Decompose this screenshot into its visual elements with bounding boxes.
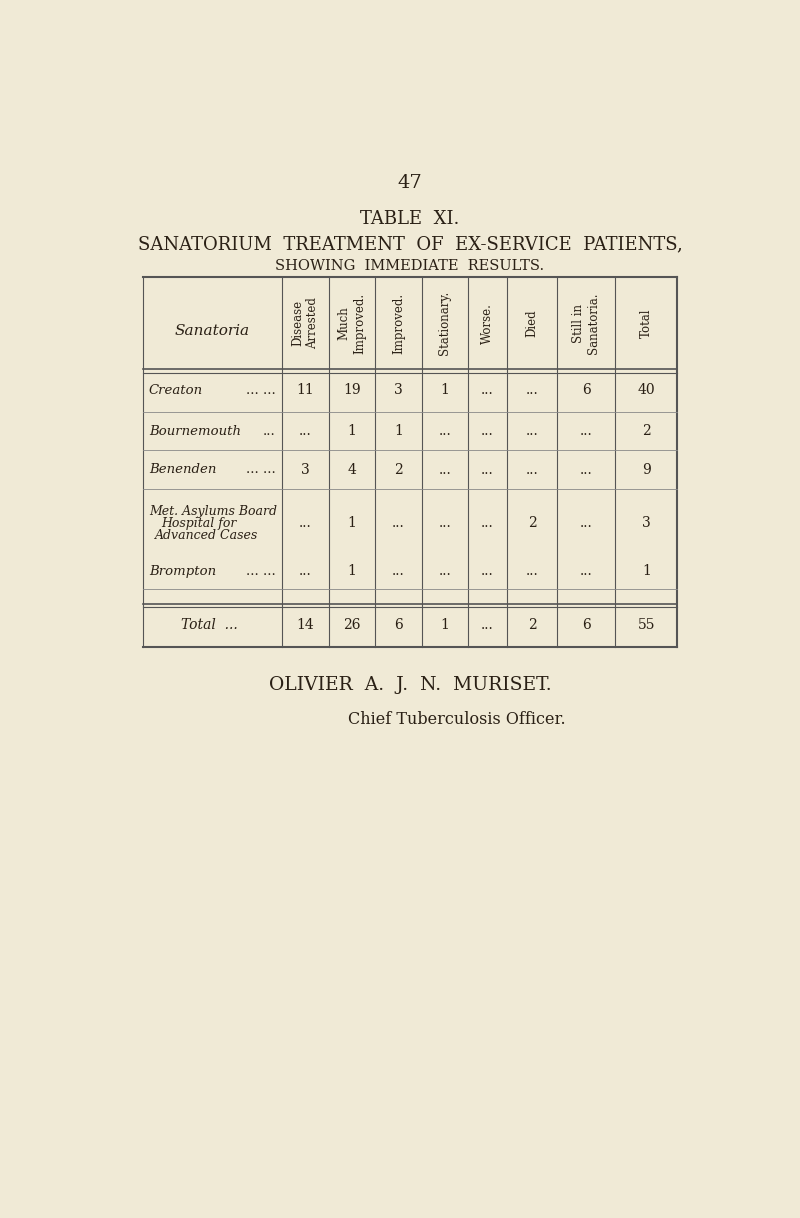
Text: ...: ...	[481, 516, 494, 531]
Text: ...: ...	[481, 463, 494, 476]
Text: Chief Tuberculosis Officer.: Chief Tuberculosis Officer.	[348, 711, 566, 728]
Text: ... ...: ... ...	[246, 565, 276, 577]
Text: Total: Total	[640, 308, 653, 339]
Text: ...: ...	[263, 425, 276, 437]
Text: ...: ...	[481, 619, 494, 632]
Text: Brompton: Brompton	[149, 565, 216, 577]
Text: ...: ...	[526, 384, 538, 397]
Text: 2: 2	[528, 619, 537, 632]
Text: ...: ...	[299, 424, 312, 438]
Text: ...: ...	[580, 463, 593, 476]
Text: Creaton: Creaton	[149, 384, 203, 397]
Text: ...: ...	[299, 516, 312, 531]
Text: ...: ...	[526, 564, 538, 579]
Text: SHOWING  IMMEDIATE  RESULTS.: SHOWING IMMEDIATE RESULTS.	[275, 258, 545, 273]
Text: Improved.: Improved.	[392, 292, 405, 353]
Text: 1: 1	[394, 424, 403, 438]
Text: ... ...: ... ...	[246, 463, 276, 476]
Text: ...: ...	[438, 463, 451, 476]
Text: Still in
Sanatoria.: Still in Sanatoria.	[572, 292, 600, 354]
Text: 14: 14	[297, 619, 314, 632]
Text: 9: 9	[642, 463, 650, 476]
Text: SANATORIUM  TREATMENT  OF  EX-SERVICE  PATIENTS,: SANATORIUM TREATMENT OF EX-SERVICE PATIE…	[138, 236, 682, 253]
Text: TABLE  XI.: TABLE XI.	[360, 211, 460, 228]
Text: ...: ...	[438, 516, 451, 531]
Text: ...: ...	[438, 564, 451, 579]
Text: 19: 19	[343, 384, 361, 397]
Text: 40: 40	[638, 384, 655, 397]
Text: ...: ...	[392, 564, 405, 579]
Text: Hospital for: Hospital for	[162, 516, 237, 530]
Text: 4: 4	[347, 463, 356, 476]
Text: Benenden: Benenden	[149, 463, 216, 476]
Text: 1: 1	[441, 619, 450, 632]
Text: ... ...: ... ...	[246, 384, 276, 397]
Text: ...: ...	[580, 424, 593, 438]
Text: Total  ...: Total ...	[182, 619, 238, 632]
Text: 3: 3	[642, 516, 650, 531]
Text: ...: ...	[526, 463, 538, 476]
Text: ...: ...	[299, 564, 312, 579]
Text: 2: 2	[528, 516, 537, 531]
Text: Advanced Cases: Advanced Cases	[155, 530, 258, 542]
Text: 11: 11	[297, 384, 314, 397]
Text: 55: 55	[638, 619, 655, 632]
Text: Stationary.: Stationary.	[438, 291, 451, 356]
Text: Died: Died	[526, 309, 538, 337]
Text: 1: 1	[347, 564, 356, 579]
Text: ...: ...	[580, 516, 593, 531]
Text: 3: 3	[301, 463, 310, 476]
Text: 1: 1	[347, 516, 356, 531]
Text: ...: ...	[481, 564, 494, 579]
Text: Sanatoria: Sanatoria	[175, 324, 250, 337]
Text: 47: 47	[398, 174, 422, 192]
Text: 1: 1	[441, 384, 450, 397]
Text: 3: 3	[394, 384, 402, 397]
Text: ...: ...	[481, 424, 494, 438]
Text: 2: 2	[394, 463, 402, 476]
Text: ...: ...	[526, 424, 538, 438]
Text: 1: 1	[347, 424, 356, 438]
Text: ...: ...	[481, 384, 494, 397]
Text: 2: 2	[642, 424, 650, 438]
Text: 6: 6	[582, 619, 590, 632]
Text: OLIVIER  A.  J.  N.  MURISET.: OLIVIER A. J. N. MURISET.	[269, 676, 551, 694]
Text: 6: 6	[394, 619, 402, 632]
Text: 26: 26	[343, 619, 361, 632]
Text: Disease
Arrested: Disease Arrested	[291, 297, 319, 350]
Text: ...: ...	[438, 424, 451, 438]
Text: Bournemouth: Bournemouth	[149, 425, 241, 437]
Text: Much
Improved.: Much Improved.	[338, 292, 366, 353]
Text: ...: ...	[580, 564, 593, 579]
Text: ...: ...	[392, 516, 405, 531]
Text: Met. Asylums Board: Met. Asylums Board	[149, 504, 277, 518]
Text: 1: 1	[642, 564, 651, 579]
Text: 6: 6	[582, 384, 590, 397]
Text: Worse.: Worse.	[481, 303, 494, 343]
